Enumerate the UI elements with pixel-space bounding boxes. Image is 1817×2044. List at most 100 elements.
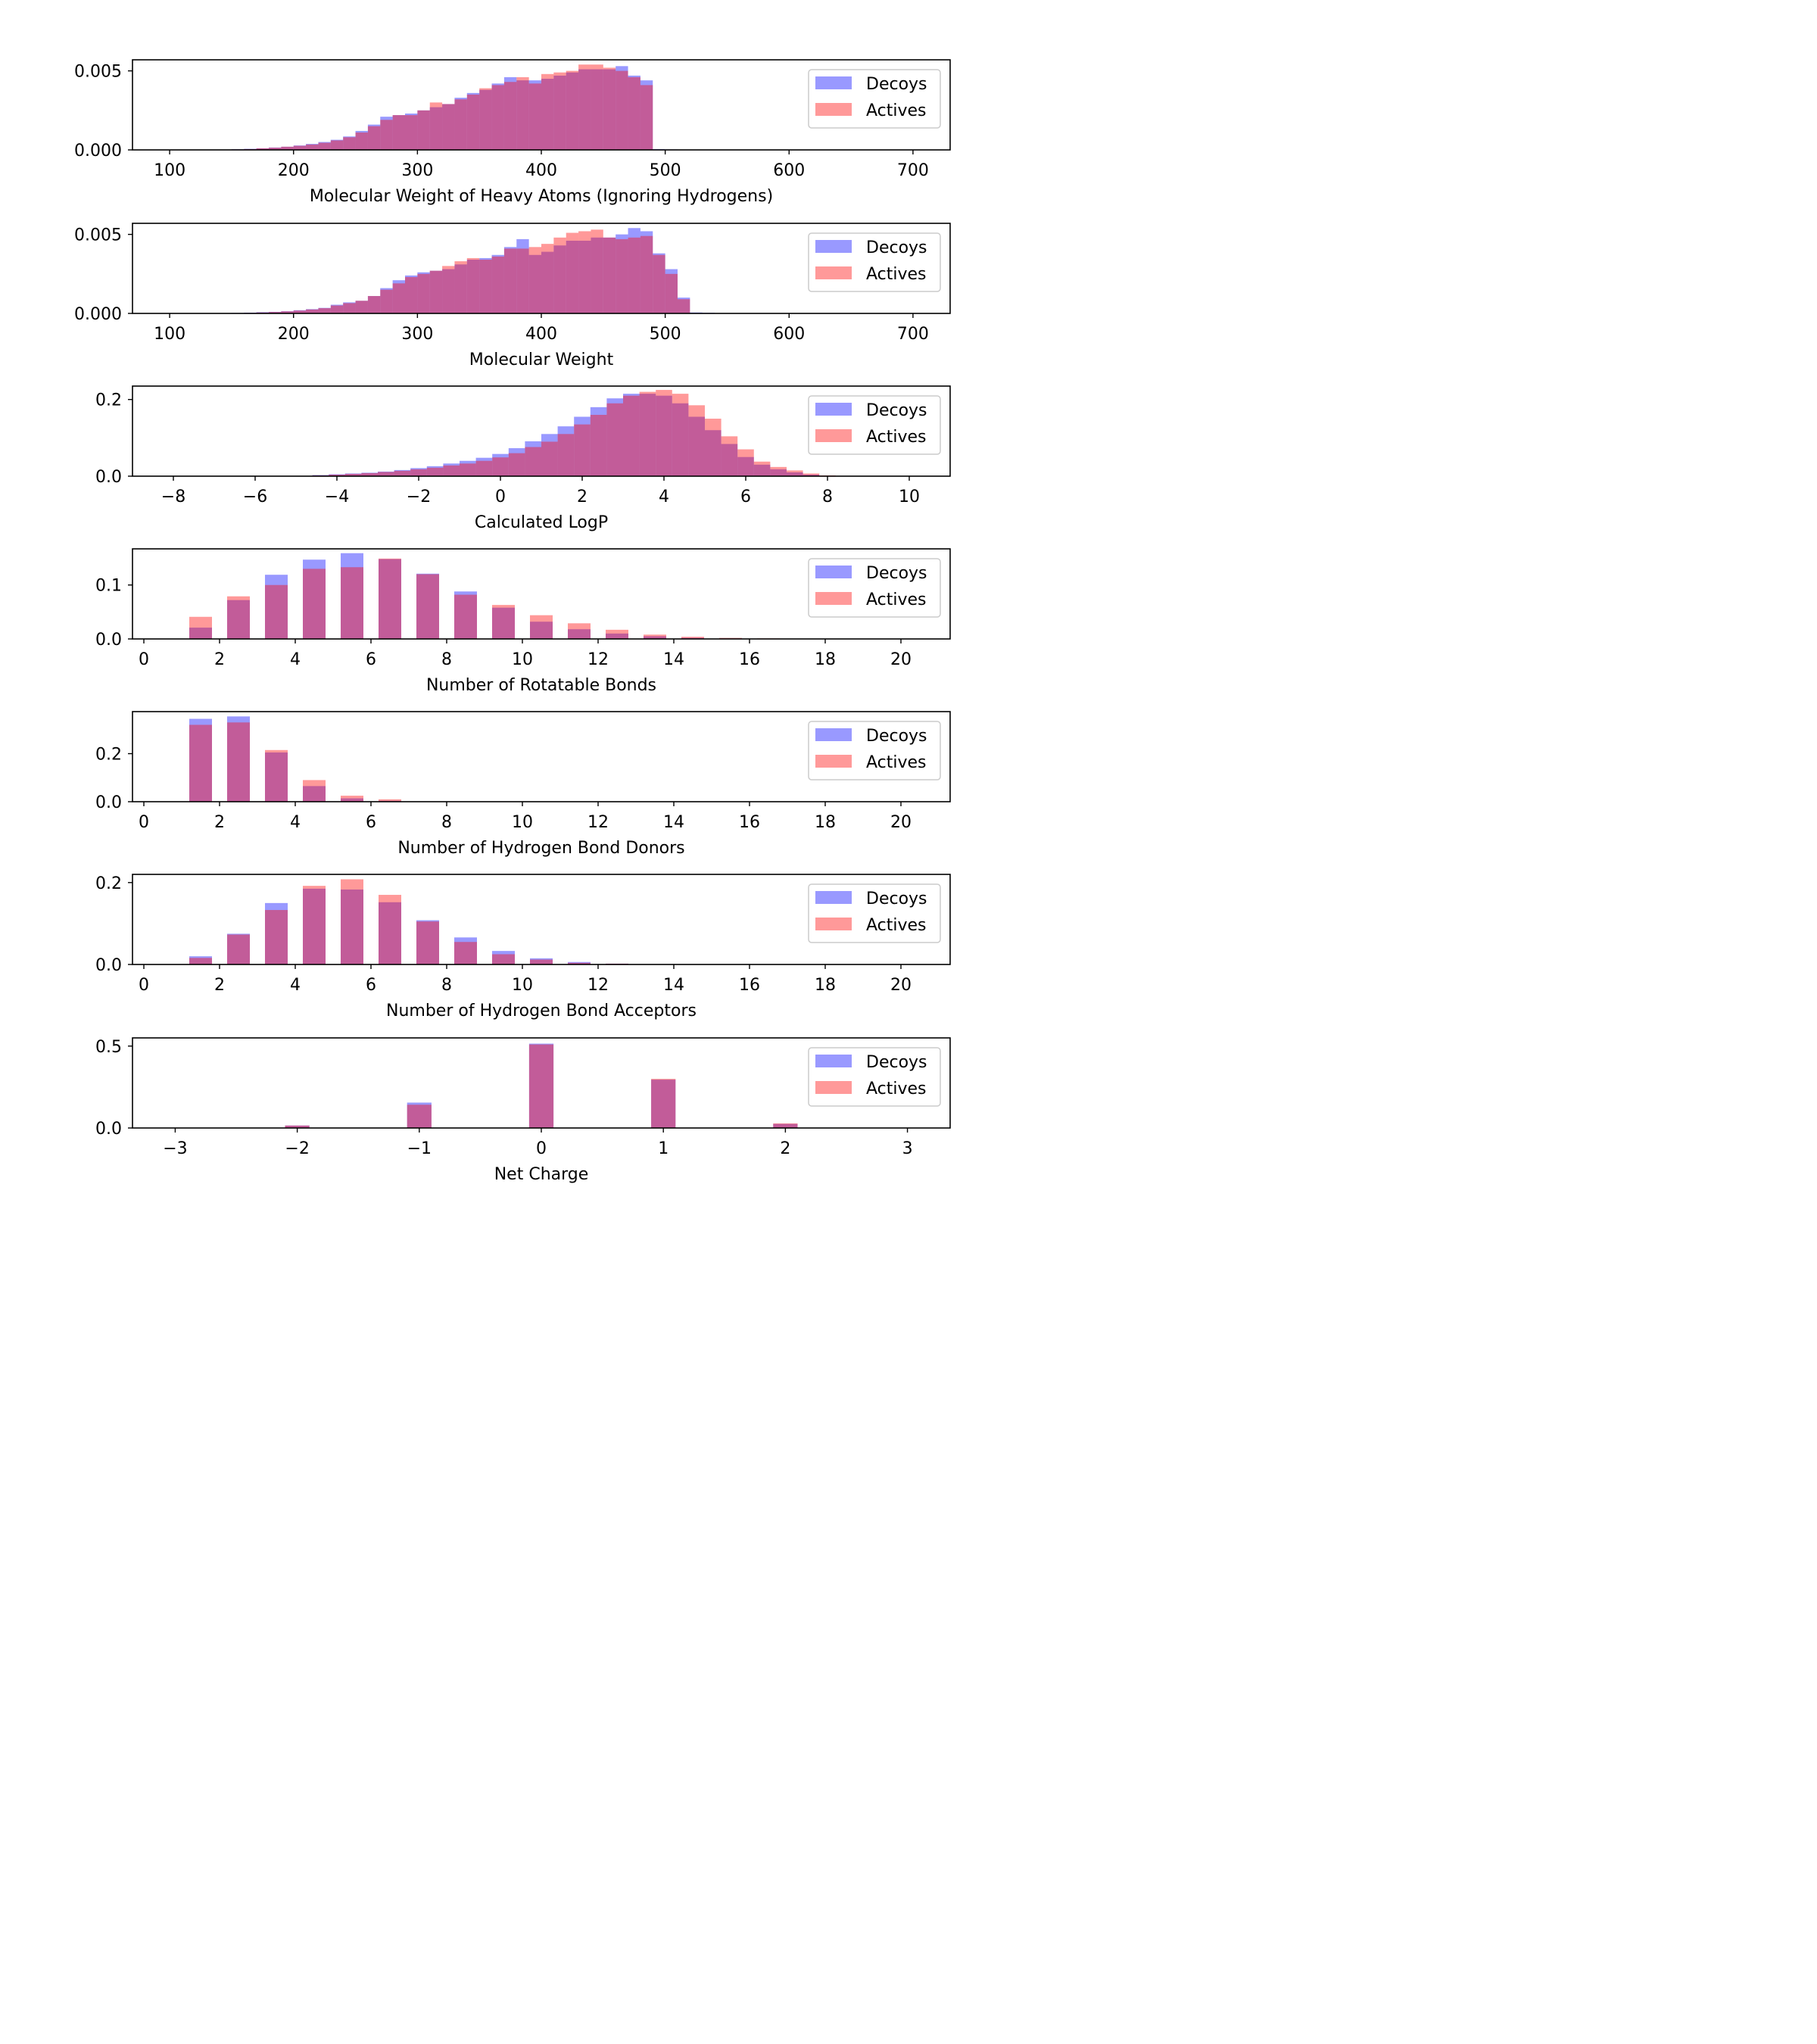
decoys-bar [417, 272, 430, 313]
actives-bar [306, 309, 319, 313]
x-tick-label: 12 [587, 650, 609, 669]
decoys-bar [541, 79, 554, 150]
actives-bar [737, 449, 754, 476]
actives-bar [651, 1079, 676, 1128]
actives-bar [443, 465, 460, 476]
actives-bar [265, 749, 288, 802]
actives-bar [330, 305, 344, 313]
actives-bar [606, 629, 628, 639]
legend-swatch-actives [815, 1081, 852, 1094]
x-tick-label: 20 [890, 813, 912, 832]
actives-bar [454, 99, 467, 150]
actives-bar [656, 390, 672, 476]
actives-bar [528, 247, 541, 313]
x-tick-label: 600 [773, 325, 805, 344]
x-tick-label: 2 [214, 650, 225, 669]
x-tick-label: 16 [739, 813, 760, 832]
decoys-bar [528, 254, 541, 313]
decoys-bar [341, 798, 363, 802]
legend-swatch-actives [815, 429, 852, 442]
legend: Decoys Actives [808, 69, 941, 129]
x-tick-label: 3 [902, 1139, 913, 1158]
y-tick-label: 0.0 [95, 468, 122, 487]
legend-label-decoys: Decoys [866, 890, 927, 908]
x-tick-label: 6 [366, 976, 376, 995]
x-tick-label: 2 [214, 976, 225, 995]
legend-frame [808, 69, 941, 129]
x-tick-label: 200 [278, 161, 310, 180]
decoys-bar [557, 426, 575, 476]
actives-bar [426, 467, 444, 476]
decoys-bar [644, 636, 666, 639]
actives-bar [672, 394, 689, 476]
decoys-bar [591, 69, 603, 150]
actives-bar [603, 67, 616, 150]
legend: Decoys Actives [808, 232, 941, 292]
actives-bar [568, 623, 591, 639]
legend-swatch-decoys [815, 240, 852, 253]
decoys-bar [227, 600, 250, 639]
legend-frame [808, 883, 941, 943]
x-tick-label: 18 [815, 650, 836, 669]
actives-bar [787, 470, 803, 476]
axes-frame [132, 711, 951, 802]
x-tick-label: 100 [154, 325, 185, 344]
decoys-bar [753, 464, 771, 476]
decoys-bar [189, 956, 212, 964]
x-tick-label: −6 [243, 488, 267, 506]
decoys-bar [256, 148, 269, 150]
actives-bar [318, 308, 331, 313]
actives-bar [343, 303, 356, 313]
x-tick-label: −8 [161, 488, 185, 506]
actives-bar [269, 312, 282, 313]
actives-bar [753, 461, 771, 476]
x-tick-label: 600 [773, 161, 805, 180]
actives-bar [306, 144, 319, 150]
legend-swatch-actives [815, 592, 852, 605]
actives-bar [227, 722, 250, 802]
y-tick-label: 0.2 [95, 391, 122, 410]
x-tick-label: 1 [658, 1139, 669, 1158]
decoys-bar [787, 472, 803, 476]
x-axis-label: Molecular Weight of Heavy Atoms (Ignorin… [310, 187, 773, 206]
decoys-bar [591, 237, 603, 313]
actives-bar [341, 796, 363, 802]
actives-bar [574, 424, 591, 476]
subplot-7: −3 −2 −1 0 1 2 3 0.0 0.5 Net Charge Decoys Actives [95, 1037, 951, 1184]
actives-bar [528, 1044, 554, 1128]
actives-bar [392, 283, 405, 313]
actives-bar [541, 244, 554, 313]
x-tick-label: 8 [822, 488, 833, 506]
decoys-bar [541, 434, 558, 476]
actives-bar [460, 463, 476, 476]
actives-bar [492, 457, 509, 476]
decoys-bar [303, 559, 326, 639]
subplot-6: 0 2 4 6 8 10 12 14 16 18 20 0.0 0.2 Number of Hydroge… [95, 874, 951, 1020]
x-tick-label: 6 [740, 488, 751, 506]
actives-bar [678, 299, 690, 313]
legend-swatch-actives [815, 755, 852, 768]
decoys-bar [343, 136, 356, 150]
actives-bar [355, 132, 368, 150]
decoys-bar [530, 622, 553, 639]
decoys-bar [603, 69, 616, 150]
actives-bar [341, 567, 363, 639]
decoys-bar [329, 474, 345, 476]
decoys-bar [416, 920, 439, 964]
decoys-bar [466, 92, 480, 150]
decoys-bar [516, 238, 529, 313]
legend-label-actives: Actives [866, 265, 927, 284]
x-axis-label: Molecular Weight [469, 351, 614, 369]
decoys-bar [773, 1123, 798, 1128]
x-tick-label: 6 [366, 813, 376, 832]
decoys-bar [293, 145, 307, 150]
x-tick-label: 16 [739, 976, 760, 995]
actives-bar [417, 110, 430, 150]
decoys-bar [491, 254, 504, 313]
x-tick-label: 18 [815, 976, 836, 995]
decoys-bar [653, 253, 665, 313]
decoys-bar [269, 147, 282, 150]
legend-label-actives: Actives [866, 916, 927, 935]
y-tick-label: 0.2 [95, 746, 122, 765]
actives-bar [361, 472, 378, 476]
